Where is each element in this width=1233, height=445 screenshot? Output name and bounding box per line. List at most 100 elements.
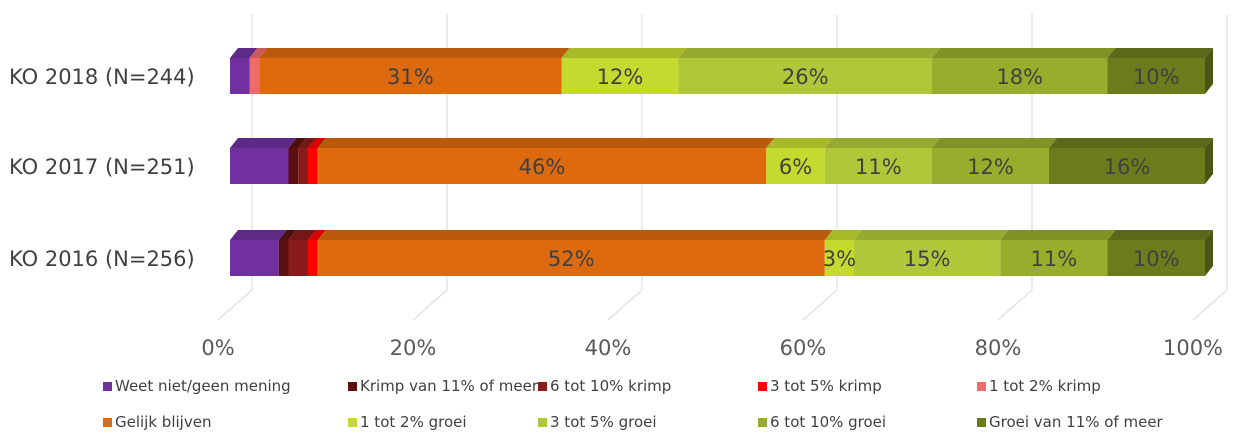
bar-segment	[288, 240, 308, 276]
bar-segment-top	[317, 230, 833, 240]
data-label: 12%	[597, 65, 644, 89]
bar-segment-top	[854, 230, 1009, 240]
legend-swatch	[977, 381, 986, 391]
bar-segment-top	[824, 138, 940, 148]
legend-swatch	[103, 381, 112, 391]
bar-segment-top	[561, 48, 687, 58]
legend-item: Krimp van 11% of meer	[348, 377, 538, 395]
x-tick-label: 40%	[585, 336, 632, 360]
bar-segment	[259, 58, 562, 94]
bar-side	[1205, 230, 1213, 276]
bar-segment	[932, 58, 1108, 94]
legend-swatch	[103, 417, 112, 427]
legend-label: 3 tot 5% krimp	[770, 377, 882, 395]
data-label: 31%	[387, 65, 434, 89]
bar-segment-top	[932, 138, 1057, 148]
bar-segment-top	[308, 230, 326, 240]
legend-item: Groei van 11% of meer	[977, 413, 1163, 431]
bar-segment	[824, 148, 932, 184]
legend-item: 1 tot 2% groei	[348, 413, 467, 431]
bar-segment	[230, 148, 289, 184]
legend-label: 6 tot 10% krimp	[550, 377, 672, 395]
bar-segment	[678, 58, 932, 94]
data-label: 26%	[782, 65, 829, 89]
bar-segment-top	[278, 230, 297, 240]
bar-segment-top	[298, 138, 316, 148]
data-label: 15%	[904, 247, 951, 271]
legend-item: 3 tot 5% groei	[538, 413, 657, 431]
gridline-floor	[607, 289, 643, 321]
gridline-floor	[217, 289, 253, 321]
bar-segment-top	[1000, 230, 1116, 240]
legend-item: 1 tot 2% krimp	[977, 377, 1101, 395]
bar-segment-top	[317, 138, 775, 148]
bar-segment	[854, 240, 1001, 276]
legend-label: Groei van 11% of meer	[989, 413, 1163, 431]
bar-side	[1205, 48, 1213, 94]
bar-segment	[1107, 58, 1205, 94]
data-label: 12%	[967, 155, 1014, 179]
x-tick-label: 80%	[975, 336, 1022, 360]
bar-segment-top	[259, 48, 570, 58]
legend-swatch	[538, 381, 547, 391]
x-tick-label: 60%	[780, 336, 827, 360]
category-label: KO 2016 (N=256)	[9, 247, 195, 271]
data-label: 6%	[779, 155, 812, 179]
bar-segment	[308, 240, 318, 276]
bar-segment	[288, 148, 299, 184]
bar-segment-top	[1107, 48, 1213, 58]
legend-swatch	[348, 381, 357, 391]
bar-segment	[278, 240, 289, 276]
bar-segment	[230, 58, 250, 94]
legend-label: 1 tot 2% groei	[360, 413, 467, 431]
gridline-floor	[1192, 289, 1228, 321]
bar-segment-top	[308, 138, 326, 148]
legend-label: Weet niet/geen mening	[115, 377, 291, 395]
bar-segment	[766, 148, 825, 184]
bar-segment	[317, 148, 767, 184]
bar-segment-top	[288, 230, 316, 240]
bar-segment	[1049, 148, 1205, 184]
bar-segment	[1000, 240, 1108, 276]
legend-swatch	[538, 417, 547, 427]
bar-segment-top	[230, 138, 297, 148]
legend-item: Weet niet/geen mening	[103, 377, 291, 395]
legend-swatch	[758, 417, 767, 427]
bar-segment	[561, 58, 679, 94]
bar-segment-top	[1107, 230, 1213, 240]
bar-segment	[932, 148, 1049, 184]
bar-segment-top	[1049, 138, 1213, 148]
gridline-floor	[802, 289, 838, 321]
legend-item: 6 tot 10% groei	[758, 413, 886, 431]
data-label: 46%	[519, 155, 566, 179]
bar-segment	[249, 58, 260, 94]
bar-segment-top	[932, 48, 1116, 58]
bar-segment	[230, 240, 279, 276]
bar-segment-top	[230, 48, 258, 58]
bar-segment	[308, 148, 318, 184]
bar-segment	[824, 240, 854, 276]
x-tick-label: 20%	[390, 336, 437, 360]
legend-label: 1 tot 2% krimp	[989, 377, 1101, 395]
bar-segment-top	[678, 48, 940, 58]
bar-segment-top	[288, 138, 307, 148]
legend-swatch	[348, 417, 357, 427]
legend-label: 3 tot 5% groei	[550, 413, 657, 431]
data-label: 10%	[1133, 65, 1180, 89]
bar-segment	[298, 148, 308, 184]
bar-segment-top	[766, 138, 833, 148]
legend-label: 6 tot 10% groei	[770, 413, 887, 431]
legend-label: Gelijk blijven	[115, 413, 212, 431]
data-label: 16%	[1104, 155, 1151, 179]
bar-segment-top	[249, 48, 268, 58]
gridline-floor	[997, 289, 1033, 321]
gridline-floor	[412, 289, 448, 321]
bar-segment	[317, 240, 825, 276]
data-label: 3%	[823, 247, 856, 271]
x-tick-label: 0%	[201, 336, 234, 360]
bar-segment-top	[824, 230, 862, 240]
legend-item: 3 tot 5% krimp	[758, 377, 882, 395]
bar-side	[1205, 138, 1213, 184]
data-label: 18%	[996, 65, 1043, 89]
category-label: KO 2018 (N=244)	[9, 65, 195, 89]
